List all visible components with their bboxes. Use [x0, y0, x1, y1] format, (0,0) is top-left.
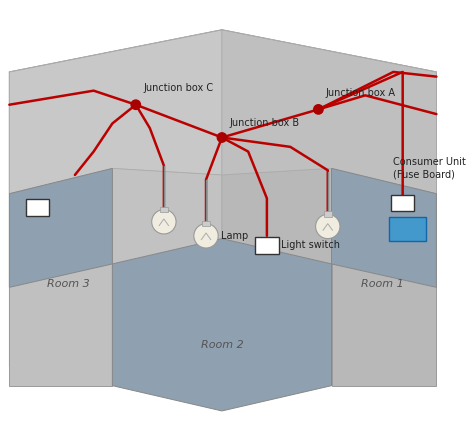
FancyBboxPatch shape	[324, 212, 331, 217]
Text: Junction box A: Junction box A	[326, 88, 396, 98]
Polygon shape	[331, 72, 437, 386]
Polygon shape	[331, 168, 437, 288]
FancyBboxPatch shape	[160, 207, 168, 212]
Text: Room 2: Room 2	[201, 340, 244, 350]
Text: Room 1: Room 1	[361, 279, 403, 289]
Circle shape	[217, 133, 227, 142]
FancyBboxPatch shape	[26, 199, 49, 216]
Polygon shape	[112, 239, 331, 411]
Text: Light switch: Light switch	[281, 240, 340, 250]
Polygon shape	[112, 168, 222, 386]
Text: Lamp: Lamp	[221, 231, 248, 241]
Polygon shape	[9, 72, 112, 386]
Circle shape	[194, 224, 218, 248]
Polygon shape	[9, 72, 112, 367]
Circle shape	[314, 105, 323, 114]
FancyBboxPatch shape	[202, 221, 210, 226]
Polygon shape	[222, 30, 437, 194]
Polygon shape	[222, 168, 331, 386]
FancyBboxPatch shape	[255, 237, 279, 253]
Text: Consumer Unit
(Fuse Board): Consumer Unit (Fuse Board)	[393, 157, 466, 180]
Polygon shape	[9, 30, 222, 194]
Circle shape	[131, 100, 140, 109]
Circle shape	[316, 214, 340, 239]
FancyBboxPatch shape	[391, 194, 414, 212]
FancyBboxPatch shape	[389, 217, 426, 240]
Circle shape	[152, 210, 176, 234]
Text: Junction box B: Junction box B	[229, 118, 300, 128]
Polygon shape	[9, 168, 112, 288]
Text: Junction box C: Junction box C	[143, 83, 213, 94]
Polygon shape	[9, 30, 437, 194]
Text: Room 3: Room 3	[47, 279, 90, 289]
